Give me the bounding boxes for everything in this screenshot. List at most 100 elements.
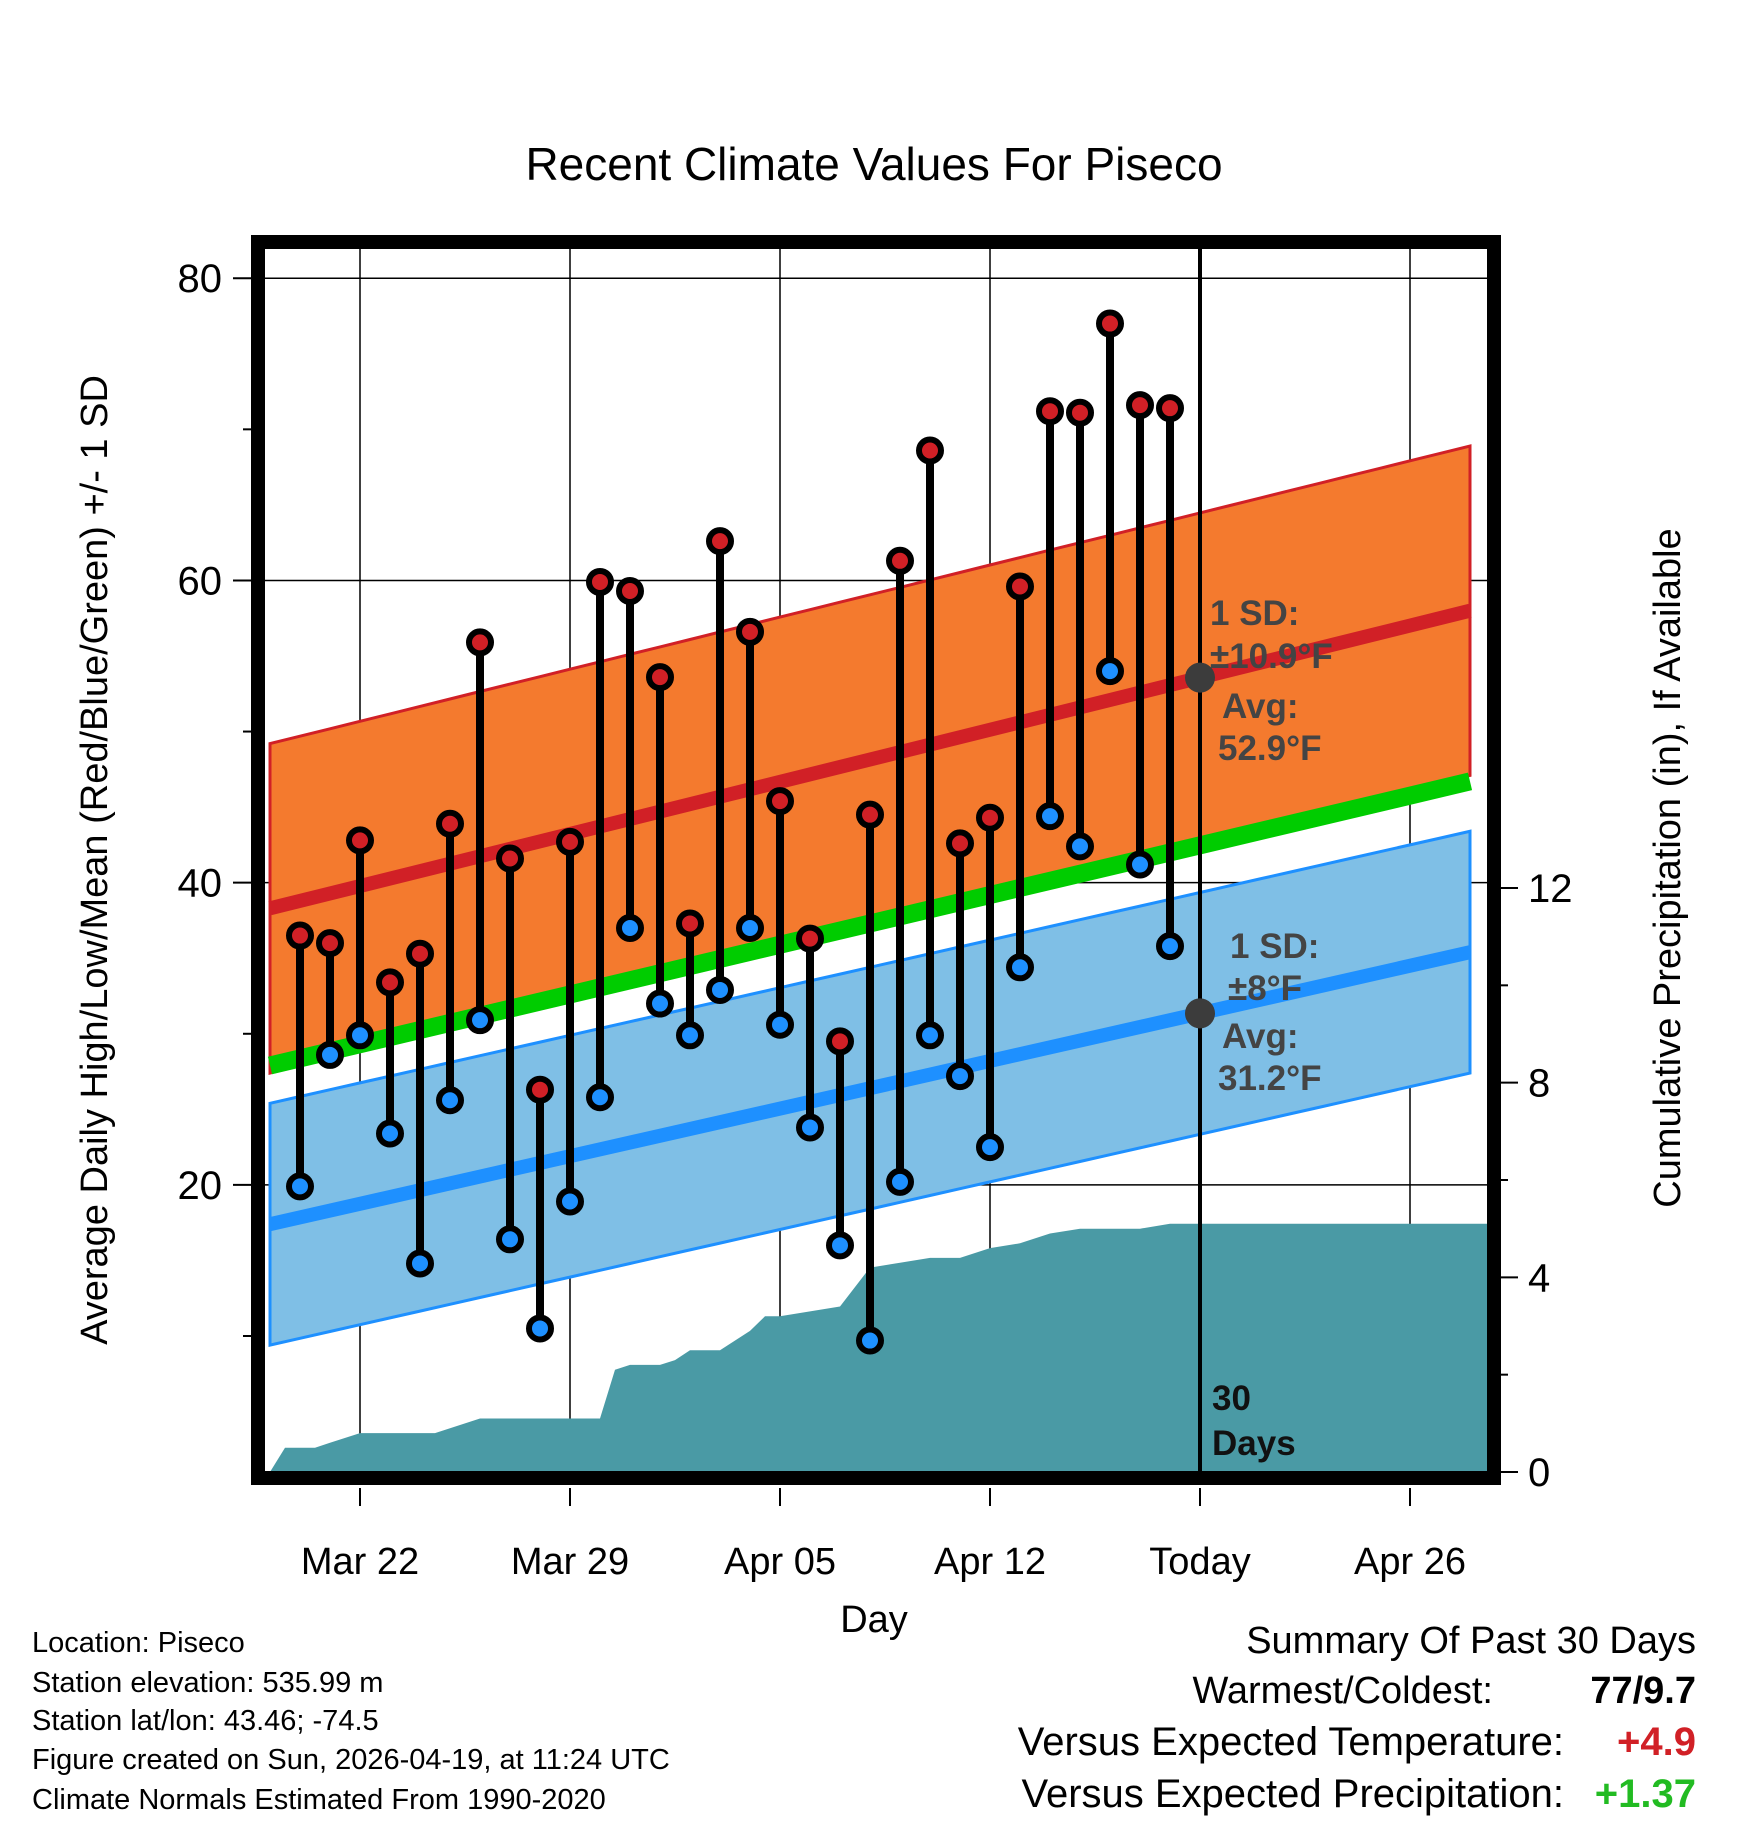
day-low-point	[496, 1225, 524, 1254]
day-low-point	[856, 1326, 884, 1355]
day-low-point	[706, 975, 734, 1004]
daily-range-bars	[286, 309, 1184, 1355]
day-low-point	[736, 914, 764, 942]
right-tick-label: 12	[1528, 867, 1573, 911]
day-low-point	[886, 1167, 914, 1196]
left-tick-label: 80	[178, 257, 223, 301]
day-low-point	[826, 1231, 854, 1260]
day-low-point	[796, 1113, 824, 1142]
day-low-point	[586, 1083, 614, 1112]
created-text: Figure created on Sun, 2026-04-19, at 11…	[32, 1744, 670, 1776]
annotations: 1 SD: ±10.9°F Avg: 52.9°F 1 SD: ±8°F Avg…	[1210, 594, 1333, 1463]
low-sd-label: 1 SD:	[1230, 927, 1319, 966]
x-tick-label: Mar 29	[511, 1541, 629, 1583]
warm-cold-value: 77/9.7	[1590, 1670, 1696, 1712]
high-avg-label: Avg:	[1222, 687, 1298, 726]
day-low-point	[916, 1021, 944, 1050]
left-tick-label: 20	[178, 1164, 223, 1208]
x-tick-label: Apr 12	[934, 1541, 1046, 1583]
day-high-point	[1066, 398, 1094, 427]
day-high-point	[406, 939, 434, 968]
day-low-point	[376, 1119, 404, 1148]
day-high-point	[766, 787, 794, 816]
day-high-point	[736, 617, 764, 646]
warm-cold-label: Warmest/Coldest:	[1192, 1670, 1493, 1712]
day-low-point	[1096, 657, 1124, 686]
day-high-point	[316, 929, 344, 958]
high-avg-marker	[1185, 662, 1215, 693]
day-low-point	[1066, 832, 1094, 861]
day-low-point	[1006, 953, 1034, 982]
day-high-point	[706, 527, 734, 556]
day-high-point	[886, 546, 914, 575]
day-high-point	[616, 577, 644, 606]
day-low-point	[646, 989, 674, 1018]
window-label-number: 30	[1212, 1379, 1251, 1418]
day-high-point	[436, 809, 464, 838]
day-high-point	[916, 436, 944, 465]
location-text: Location: Piseco	[32, 1627, 245, 1659]
normal-high-line	[268, 603, 1472, 916]
precip-label: Versus Expected Precipitation:	[1021, 1772, 1564, 1816]
window-label-days: Days	[1212, 1424, 1296, 1463]
x-tick-label: Apr 05	[724, 1541, 836, 1583]
temp-anomaly-value: +4.9	[1617, 1720, 1696, 1764]
day-low-point	[766, 1010, 794, 1039]
x-tick-label: Apr 26	[1354, 1541, 1466, 1583]
day-low-point	[286, 1172, 314, 1201]
high-avg-value: 52.9°F	[1218, 729, 1322, 768]
precip-anomaly-value: +1.37	[1594, 1772, 1696, 1816]
day-high-point	[856, 800, 884, 829]
low-avg-label: Avg:	[1222, 1017, 1298, 1056]
y-axis-right-label: Cumulative Precipitation (in), If Availa…	[1647, 528, 1689, 1207]
day-high-point	[586, 567, 614, 596]
high-sd-value: ±10.9°F	[1210, 637, 1333, 676]
normals-text: Climate Normals Estimated From 1990-2020	[32, 1784, 606, 1816]
summary-title: Summary Of Past 30 Days	[1246, 1620, 1696, 1662]
day-high-point	[376, 968, 404, 997]
day-high-point	[346, 826, 374, 855]
left-tick-label: 60	[178, 559, 223, 603]
day-low-point	[946, 1062, 974, 1091]
day-low-point	[676, 1021, 704, 1050]
x-tick-label: Today	[1149, 1541, 1250, 1583]
day-high-point	[676, 909, 704, 938]
plot-frame	[251, 235, 1501, 1485]
elevation-text: Station elevation: 535.99 m	[32, 1667, 384, 1699]
x-axis: Mar 22 Mar 29 Apr 05 Apr 12 Today Apr 26	[301, 1488, 1466, 1583]
day-high-point	[796, 924, 824, 953]
latlon-text: Station lat/lon: 43.46; -74.5	[32, 1705, 379, 1737]
day-high-point	[1036, 397, 1064, 426]
day-low-point	[616, 914, 644, 942]
chart-title: Recent Climate Values For Piseco	[525, 138, 1222, 190]
day-high-point	[556, 827, 584, 856]
day-low-point	[466, 1006, 494, 1035]
y-axis-left-label: Average Daily High/Low/Mean (Red/Blue/Gr…	[74, 375, 116, 1345]
right-tick-label: 8	[1528, 1062, 1550, 1106]
low-sd-value: ±8°F	[1228, 969, 1302, 1008]
day-low-point	[526, 1314, 554, 1343]
x-axis-label: Day	[840, 1599, 908, 1641]
right-tick-label: 4	[1528, 1256, 1550, 1300]
day-high-point	[496, 844, 524, 873]
day-high-point	[646, 663, 674, 692]
right-axis: 0 4 8 12	[1500, 867, 1573, 1495]
day-high-point	[1156, 394, 1184, 423]
day-low-point	[1036, 802, 1064, 831]
high-sd-label: 1 SD:	[1210, 594, 1299, 633]
day-high-point	[526, 1075, 554, 1104]
day-low-point	[436, 1086, 464, 1115]
day-high-point	[1006, 572, 1034, 601]
low-avg-marker	[1185, 998, 1215, 1029]
day-high-point	[826, 1027, 854, 1056]
day-low-point	[346, 1021, 374, 1050]
day-low-point	[556, 1187, 584, 1216]
day-high-point	[1126, 391, 1154, 420]
day-low-point	[406, 1249, 434, 1278]
day-high-point	[1096, 309, 1124, 338]
day-low-point	[976, 1133, 1004, 1162]
day-high-point	[466, 628, 494, 657]
plot-area	[265, 248, 1488, 1472]
day-low-point	[316, 1040, 344, 1069]
